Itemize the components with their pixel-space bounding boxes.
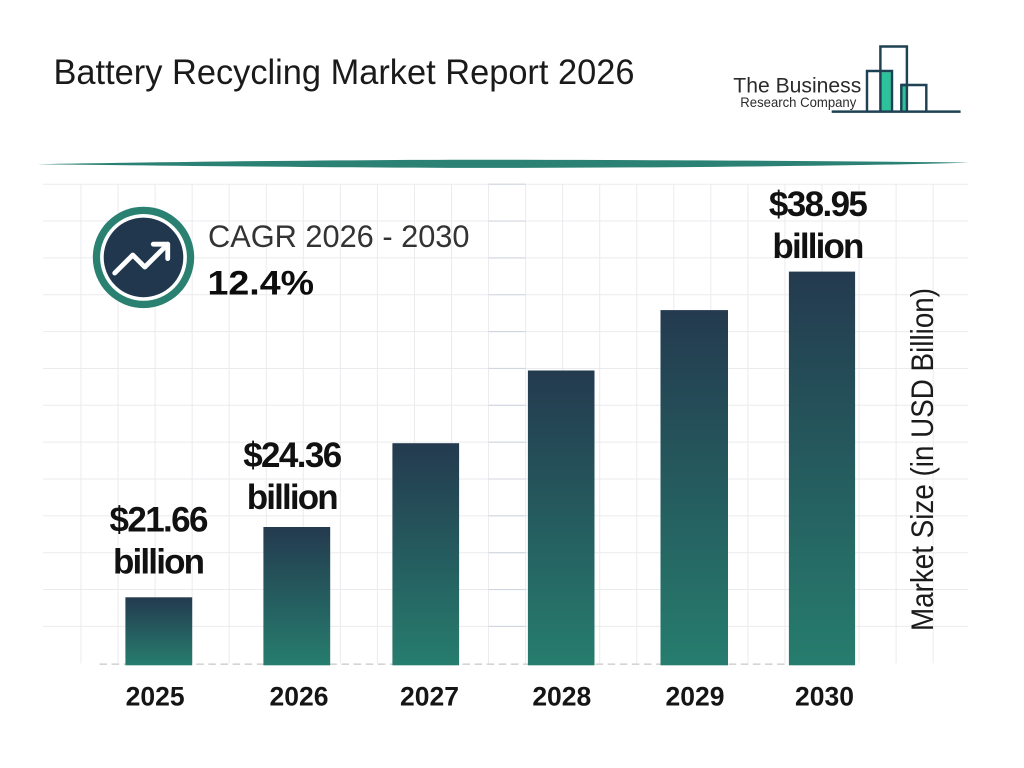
svg-text:billion: billion	[247, 478, 339, 517]
svg-text:12.4%: 12.4%	[208, 265, 315, 303]
svg-text:CAGR 2026 - 2030: CAGR 2026 - 2030	[208, 218, 470, 254]
svg-text:$38.95: $38.95	[769, 185, 868, 224]
svg-text:2026: 2026	[270, 682, 329, 712]
svg-text:$24.36: $24.36	[243, 436, 342, 475]
svg-text:$21.66: $21.66	[110, 501, 209, 540]
svg-text:billion: billion	[772, 227, 864, 266]
svg-text:2027: 2027	[400, 682, 459, 712]
svg-text:billion: billion	[113, 543, 205, 582]
svg-text:Market Size (in USD Billion): Market Size (in USD Billion)	[905, 288, 940, 631]
svg-text:2028: 2028	[532, 682, 591, 712]
svg-text:2030: 2030	[795, 682, 854, 712]
svg-text:The Business: The Business	[733, 73, 861, 98]
svg-text:Research Company: Research Company	[740, 95, 856, 110]
svg-text:2025: 2025	[126, 682, 185, 712]
svg-text:2029: 2029	[666, 682, 725, 712]
svg-text:Battery Recycling Market Repor: Battery Recycling Market Report 2026	[54, 53, 635, 92]
